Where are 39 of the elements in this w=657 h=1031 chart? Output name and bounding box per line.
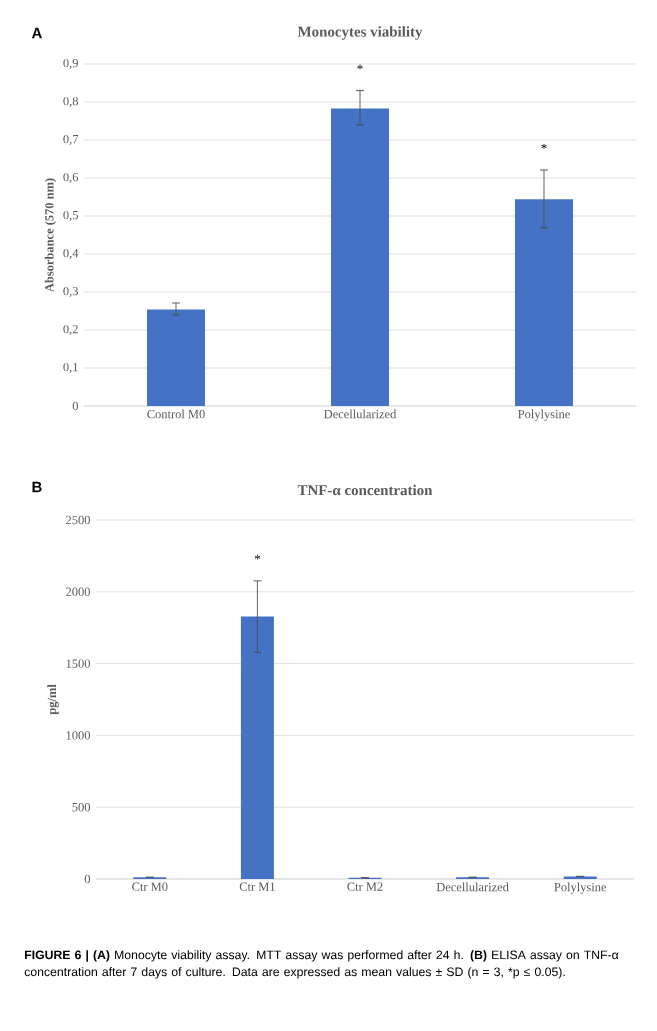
bar xyxy=(147,309,205,406)
y-tick-label: 1500 xyxy=(66,659,90,668)
y-tick-label: 0,8 xyxy=(63,96,78,108)
y-tick-label: 500 xyxy=(72,802,90,812)
annotation: * xyxy=(541,144,547,149)
y-tick-label: 0,2 xyxy=(63,324,78,336)
x-tick-label: Ctr M2 xyxy=(347,882,383,891)
text: FIGURE 6 | (A) Monocyte viability assay. MTT assay was performed after 24 h. (B) ELISA assay on TNF-α concentration after 7 days of culture. Data are expressed as mean values ± SD (n = 3, *p ≤ 0.05). xyxy=(24,950,619,979)
text: B xyxy=(32,481,42,493)
annotation: * xyxy=(254,554,261,560)
chart-title: TNF-α concentration xyxy=(297,484,433,496)
y-tick-label: 0 xyxy=(72,401,78,411)
y-axis-title: pg/ml xyxy=(47,684,59,715)
bar xyxy=(515,199,573,406)
y-tick-label: 0,7 xyxy=(63,134,79,146)
text: A xyxy=(31,27,42,39)
y-tick-label: 0,5 xyxy=(63,210,78,222)
bar xyxy=(240,616,274,879)
x-tick-label: Decellularized xyxy=(324,409,397,419)
y-tick-label: 2500 xyxy=(66,515,90,525)
y-tick-label: 0,9 xyxy=(63,58,78,70)
y-tick-label: 0,6 xyxy=(63,172,79,184)
y-tick-label: 2000 xyxy=(66,587,90,596)
y-tick-label: 1000 xyxy=(66,731,90,740)
y-tick-label: 0,1 xyxy=(63,362,78,374)
x-tick-label: Ctr M1 xyxy=(239,882,275,891)
annotation: * xyxy=(357,64,363,70)
x-tick-label: Control M0 xyxy=(147,409,205,419)
x-tick-label: Polylysine xyxy=(554,882,607,894)
chart-title: Monocytes viability xyxy=(297,26,423,40)
y-axis-title: Absorbance (570 nm) xyxy=(44,178,57,292)
y-tick-label: 0,4 xyxy=(63,248,79,260)
x-tick-label: Decellularized xyxy=(436,882,509,892)
x-tick-label: Polylysine xyxy=(518,409,570,421)
bar xyxy=(331,108,389,406)
x-tick-label: Ctr M0 xyxy=(132,882,168,891)
y-tick-label: 0 xyxy=(84,874,90,884)
y-tick-label: 0,3 xyxy=(63,286,78,298)
bar xyxy=(563,876,597,879)
